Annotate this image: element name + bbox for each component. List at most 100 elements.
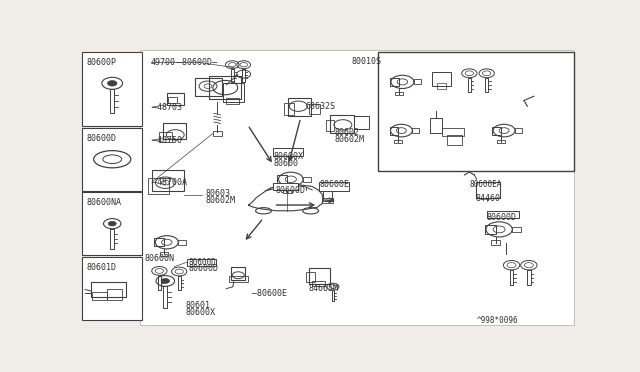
Bar (510, 270, 513, 285)
Bar (515, 128, 522, 133)
Bar (306, 272, 315, 282)
Bar (390, 78, 399, 86)
Bar (468, 78, 471, 92)
Bar (195, 78, 222, 96)
Bar (159, 132, 172, 142)
Bar (330, 115, 355, 134)
Text: 80600D: 80600D (86, 134, 116, 143)
Bar (527, 270, 531, 285)
Bar (83, 257, 142, 320)
Bar (492, 126, 501, 135)
Circle shape (161, 279, 170, 283)
Bar (437, 83, 446, 89)
Bar (163, 286, 167, 308)
Bar (178, 276, 180, 291)
Bar (83, 52, 142, 126)
Bar (213, 131, 222, 136)
Text: 80602M: 80602M (205, 196, 236, 205)
Bar (187, 259, 216, 266)
Text: —80600E: —80600E (252, 289, 287, 298)
Bar (209, 76, 241, 99)
Bar (154, 238, 164, 247)
Bar (283, 190, 292, 193)
Text: 80603: 80603 (205, 189, 230, 198)
Bar (355, 116, 369, 129)
Bar (414, 80, 421, 84)
Bar (322, 198, 333, 203)
Text: 80602M: 80602M (335, 135, 364, 144)
Bar (485, 225, 495, 234)
Bar (83, 128, 142, 191)
Bar (491, 240, 500, 244)
Bar (223, 83, 244, 102)
Bar (159, 252, 168, 256)
Bar (412, 128, 419, 133)
Bar (497, 140, 505, 143)
Text: 80600D: 80600D (188, 257, 216, 267)
Bar (288, 97, 310, 116)
Bar (429, 118, 442, 134)
Bar (111, 229, 114, 249)
Bar (395, 92, 403, 95)
Text: 80600N: 80600N (145, 254, 175, 263)
Bar (152, 170, 184, 191)
Bar (432, 73, 451, 86)
Bar (284, 103, 294, 115)
Text: 68632S: 68632S (306, 102, 336, 111)
Text: 80600D: 80600D (486, 214, 516, 222)
Circle shape (108, 81, 117, 86)
Bar (110, 89, 115, 113)
Text: 84460: 84460 (476, 194, 500, 203)
Bar (83, 192, 142, 255)
Bar (168, 97, 177, 103)
Bar (277, 175, 287, 184)
Text: 80010S: 80010S (352, 57, 382, 66)
Text: 80600P: 80600P (86, 58, 116, 67)
Bar (167, 93, 184, 105)
Text: 80600X: 80600X (273, 152, 303, 161)
Bar (442, 128, 465, 136)
Text: 80601: 80601 (186, 301, 211, 310)
Bar (243, 68, 245, 81)
Bar (378, 52, 573, 171)
Bar (447, 135, 462, 145)
Bar (485, 78, 488, 92)
Bar (229, 276, 248, 282)
Bar (326, 120, 335, 131)
Bar (231, 68, 234, 81)
Bar (512, 227, 520, 232)
Bar (108, 289, 122, 300)
Text: 80600D: 80600D (276, 186, 306, 195)
Bar (158, 275, 161, 290)
Bar (312, 280, 324, 286)
Text: 80600: 80600 (273, 159, 298, 168)
Bar (323, 190, 332, 201)
Bar (486, 211, 519, 218)
Bar (273, 183, 298, 190)
Text: —48750: —48750 (152, 136, 182, 145)
Bar (309, 268, 330, 284)
Bar (227, 99, 239, 104)
Text: —80600D—: —80600D— (177, 58, 217, 67)
Bar (140, 50, 573, 326)
Text: 80600EA: 80600EA (469, 180, 502, 189)
Bar (303, 177, 311, 182)
Text: 49700: 49700 (151, 58, 176, 67)
Bar (390, 126, 399, 135)
Bar (394, 140, 403, 143)
Text: 80600X: 80600X (186, 308, 216, 317)
Bar (92, 292, 108, 299)
Bar (179, 240, 186, 245)
Text: 80601D: 80601D (86, 263, 116, 272)
Text: 80600E: 80600E (319, 180, 349, 189)
Text: ^998*0096: ^998*0096 (477, 316, 518, 325)
Circle shape (108, 221, 116, 226)
Bar (148, 179, 169, 194)
Bar (319, 182, 349, 191)
Text: 80600NA: 80600NA (86, 198, 122, 208)
Text: 84665M: 84665M (308, 284, 338, 293)
Bar (163, 124, 186, 139)
Text: —48700A: —48700A (152, 178, 187, 187)
Bar (332, 290, 334, 301)
Bar (91, 282, 125, 297)
